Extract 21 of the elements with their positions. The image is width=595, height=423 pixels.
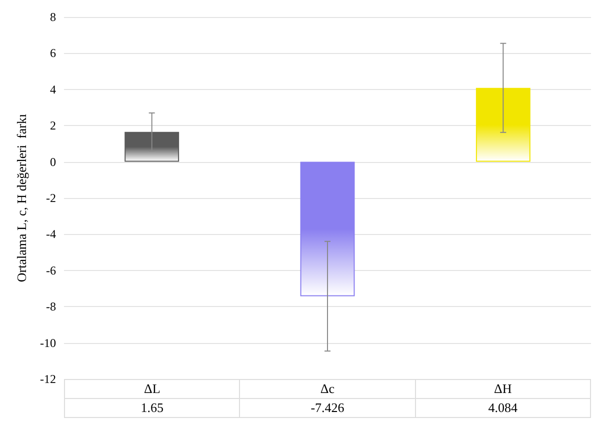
y-axis-title: Ortalama L, c, H değerleri farkı bbox=[14, 114, 29, 282]
y-tick-label: 2 bbox=[50, 118, 56, 133]
y-tick-label: 8 bbox=[50, 10, 56, 24]
y-tick-label: -10 bbox=[40, 336, 56, 350]
y-tick-label: -2 bbox=[46, 191, 56, 205]
data-label: -7.426 bbox=[240, 398, 416, 418]
y-tick-label: -4 bbox=[46, 227, 56, 242]
x-tick-label: Δc bbox=[240, 380, 416, 398]
x-tick-label: ΔH bbox=[415, 380, 590, 398]
y-tick-label: -12 bbox=[40, 372, 56, 386]
bar bbox=[124, 132, 180, 162]
data-label: 1.65 bbox=[64, 398, 240, 418]
y-tick-label: 4 bbox=[50, 82, 56, 96]
y-tick-label: 0 bbox=[50, 154, 56, 169]
y-tick-label: -6 bbox=[46, 263, 56, 278]
data-label: 4.084 bbox=[415, 398, 590, 418]
bar bbox=[300, 162, 355, 296]
y-tick-label: 6 bbox=[50, 46, 56, 60]
x-tick-label: ΔL bbox=[64, 380, 240, 398]
bar bbox=[476, 88, 530, 162]
y-tick-label: -8 bbox=[46, 300, 56, 314]
